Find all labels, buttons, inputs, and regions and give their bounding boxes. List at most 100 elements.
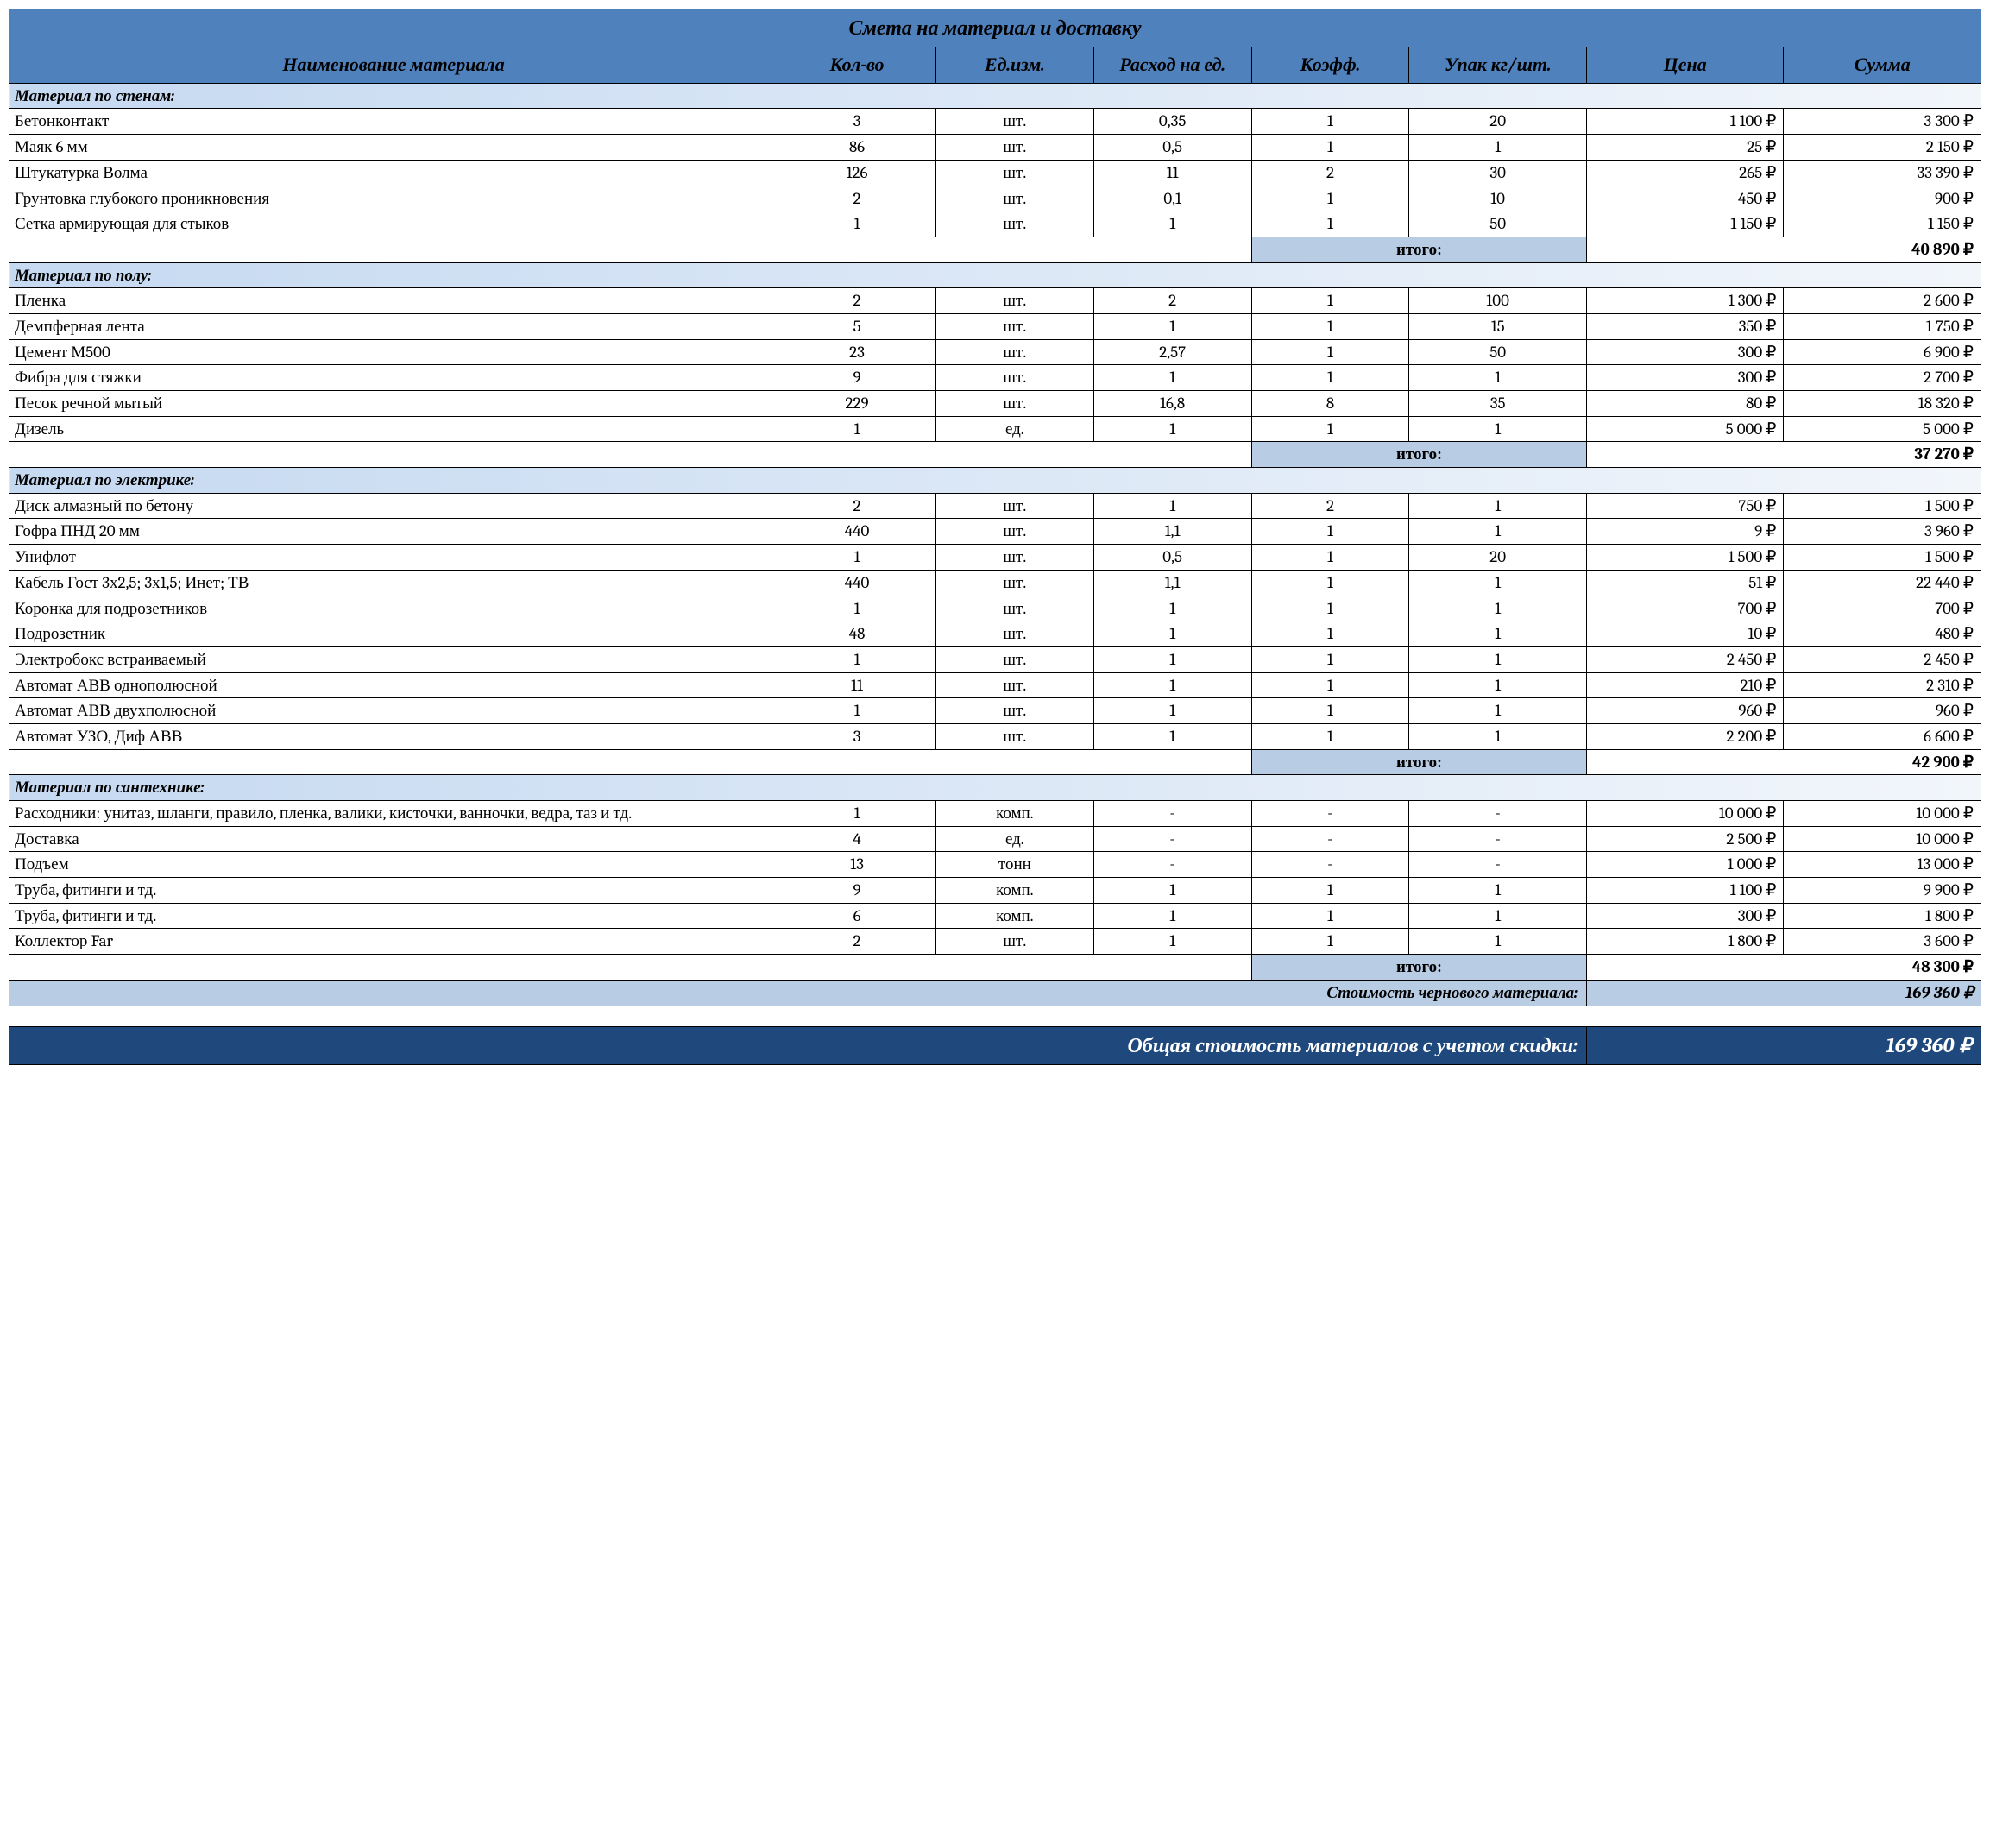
- cell-unit: шт.: [935, 698, 1093, 724]
- section-row: Материал по полу:: [9, 262, 1981, 288]
- col-unit: Ед.изм.: [935, 47, 1093, 84]
- cell-unit: ед.: [935, 416, 1093, 442]
- cell-price: 300 ₽: [1586, 365, 1784, 391]
- cell-cons: 1: [1093, 878, 1251, 904]
- table-row: Труба, фитинги и тд.9комп.1111 100 ₽9 90…: [9, 878, 1981, 904]
- cell-pack: 10: [1409, 186, 1587, 211]
- cell-price: 5 000 ₽: [1586, 416, 1784, 442]
- cell-sum: 18 320 ₽: [1784, 391, 1981, 417]
- cell-coef: 1: [1251, 878, 1409, 904]
- cell-qty: 11: [778, 672, 936, 698]
- cell-name: Сетка армирующая для стыков: [9, 211, 778, 237]
- cell-coef: 1: [1251, 186, 1409, 211]
- grand-total-value: 169 360 ₽: [1586, 980, 1981, 1006]
- table-row: Диск алмазный по бетону2шт.121750 ₽1 500…: [9, 493, 1981, 519]
- table-row: Коронка для подрозетников1шт.111700 ₽700…: [9, 596, 1981, 621]
- cell-cons: 2,57: [1093, 339, 1251, 365]
- cell-price: 700 ₽: [1586, 596, 1784, 621]
- cell-unit: шт.: [935, 211, 1093, 237]
- cell-qty: 126: [778, 160, 936, 186]
- cell-pack: 1: [1409, 723, 1587, 749]
- cell-sum: 6 900 ₽: [1784, 339, 1981, 365]
- cell-coef: 1: [1251, 570, 1409, 596]
- cell-sum: 2 310 ₽: [1784, 672, 1981, 698]
- cell-cons: 1: [1093, 313, 1251, 339]
- subtotal-label: итого:: [1251, 749, 1586, 775]
- cell-name: Кабель Гост 3х2,5; 3х1,5; Инет; ТВ: [9, 570, 778, 596]
- cell-name: Труба, фитинги и тд.: [9, 878, 778, 904]
- cell-unit: шт.: [935, 545, 1093, 571]
- cell-unit: шт.: [935, 596, 1093, 621]
- cell-cons: -: [1093, 801, 1251, 827]
- cell-sum: 2 150 ₽: [1784, 135, 1981, 161]
- cell-price: 10 ₽: [1586, 621, 1784, 647]
- cell-price: 10 000 ₽: [1586, 801, 1784, 827]
- cell-sum: 3 300 ₽: [1784, 109, 1981, 135]
- subtotal-blank: [9, 749, 1252, 775]
- cell-sum: 5 000 ₽: [1784, 416, 1981, 442]
- cell-price: 1 100 ₽: [1586, 109, 1784, 135]
- final-label: Общая стоимость материалов с учетом скид…: [9, 1026, 1587, 1064]
- cell-cons: 1: [1093, 672, 1251, 698]
- cell-qty: 1: [778, 416, 936, 442]
- section-heading: Материал по полу:: [9, 262, 1981, 288]
- title-row: Смета на материал и доставку: [9, 9, 1981, 47]
- subtotal-value: 40 890 ₽: [1586, 237, 1981, 262]
- table-row: Автомат УЗО, Диф АВВ3шт.1112 200 ₽6 600 …: [9, 723, 1981, 749]
- cell-coef: 1: [1251, 596, 1409, 621]
- cell-qty: 229: [778, 391, 936, 417]
- cell-sum: 3 600 ₽: [1784, 929, 1981, 955]
- cell-pack: 30: [1409, 160, 1587, 186]
- cell-pack: 1: [1409, 646, 1587, 672]
- subtotal-row: итого:42 900 ₽: [9, 749, 1981, 775]
- col-cons: Расход на ед.: [1093, 47, 1251, 84]
- cell-pack: 20: [1409, 109, 1587, 135]
- cell-price: 2 500 ₽: [1586, 826, 1784, 852]
- cell-unit: шт.: [935, 929, 1093, 955]
- cell-unit: шт.: [935, 365, 1093, 391]
- cell-pack: 1: [1409, 878, 1587, 904]
- section-heading: Материал по электрике:: [9, 468, 1981, 494]
- cell-qty: 3: [778, 723, 936, 749]
- table-row: Демпферная лента5шт.1115350 ₽1 750 ₽: [9, 313, 1981, 339]
- spacer-row: [9, 1006, 1981, 1026]
- cell-sum: 6 600 ₽: [1784, 723, 1981, 749]
- cell-cons: 1,1: [1093, 519, 1251, 545]
- cell-price: 2 450 ₽: [1586, 646, 1784, 672]
- subtotal-label: итого:: [1251, 442, 1586, 468]
- cell-qty: 86: [778, 135, 936, 161]
- subtotal-label: итого:: [1251, 237, 1586, 262]
- cell-sum: 1 500 ₽: [1784, 493, 1981, 519]
- cell-coef: 1: [1251, 621, 1409, 647]
- cell-pack: 1: [1409, 596, 1587, 621]
- cell-price: 25 ₽: [1586, 135, 1784, 161]
- cell-cons: 1: [1093, 596, 1251, 621]
- cell-qty: 1: [778, 698, 936, 724]
- cell-qty: 9: [778, 878, 936, 904]
- cell-price: 300 ₽: [1586, 339, 1784, 365]
- cell-name: Фибра для стяжки: [9, 365, 778, 391]
- cell-cons: -: [1093, 852, 1251, 878]
- section-row: Материал по электрике:: [9, 468, 1981, 494]
- cell-price: 350 ₽: [1586, 313, 1784, 339]
- cell-qty: 440: [778, 519, 936, 545]
- table-row: Дизель1ед.1115 000 ₽5 000 ₽: [9, 416, 1981, 442]
- cell-price: 1 300 ₽: [1586, 288, 1784, 314]
- cell-coef: 1: [1251, 109, 1409, 135]
- cell-cons: -: [1093, 826, 1251, 852]
- subtotal-row: итого:40 890 ₽: [9, 237, 1981, 262]
- table-row: Унифлот1шт.0,51201 500 ₽1 500 ₽: [9, 545, 1981, 571]
- cell-price: 1 000 ₽: [1586, 852, 1784, 878]
- cell-unit: шт.: [935, 339, 1093, 365]
- cell-coef: 1: [1251, 365, 1409, 391]
- cell-sum: 10 000 ₽: [1784, 801, 1981, 827]
- final-value: 169 360 ₽: [1586, 1026, 1981, 1064]
- cell-qty: 5: [778, 313, 936, 339]
- cell-sum: 480 ₽: [1784, 621, 1981, 647]
- cell-price: 1 100 ₽: [1586, 878, 1784, 904]
- cell-name: Расходники: унитаз, шланги, правило, пле…: [9, 801, 778, 827]
- cell-coef: 1: [1251, 519, 1409, 545]
- cell-pack: 1: [1409, 135, 1587, 161]
- cell-unit: ед.: [935, 826, 1093, 852]
- cell-name: Подъем: [9, 852, 778, 878]
